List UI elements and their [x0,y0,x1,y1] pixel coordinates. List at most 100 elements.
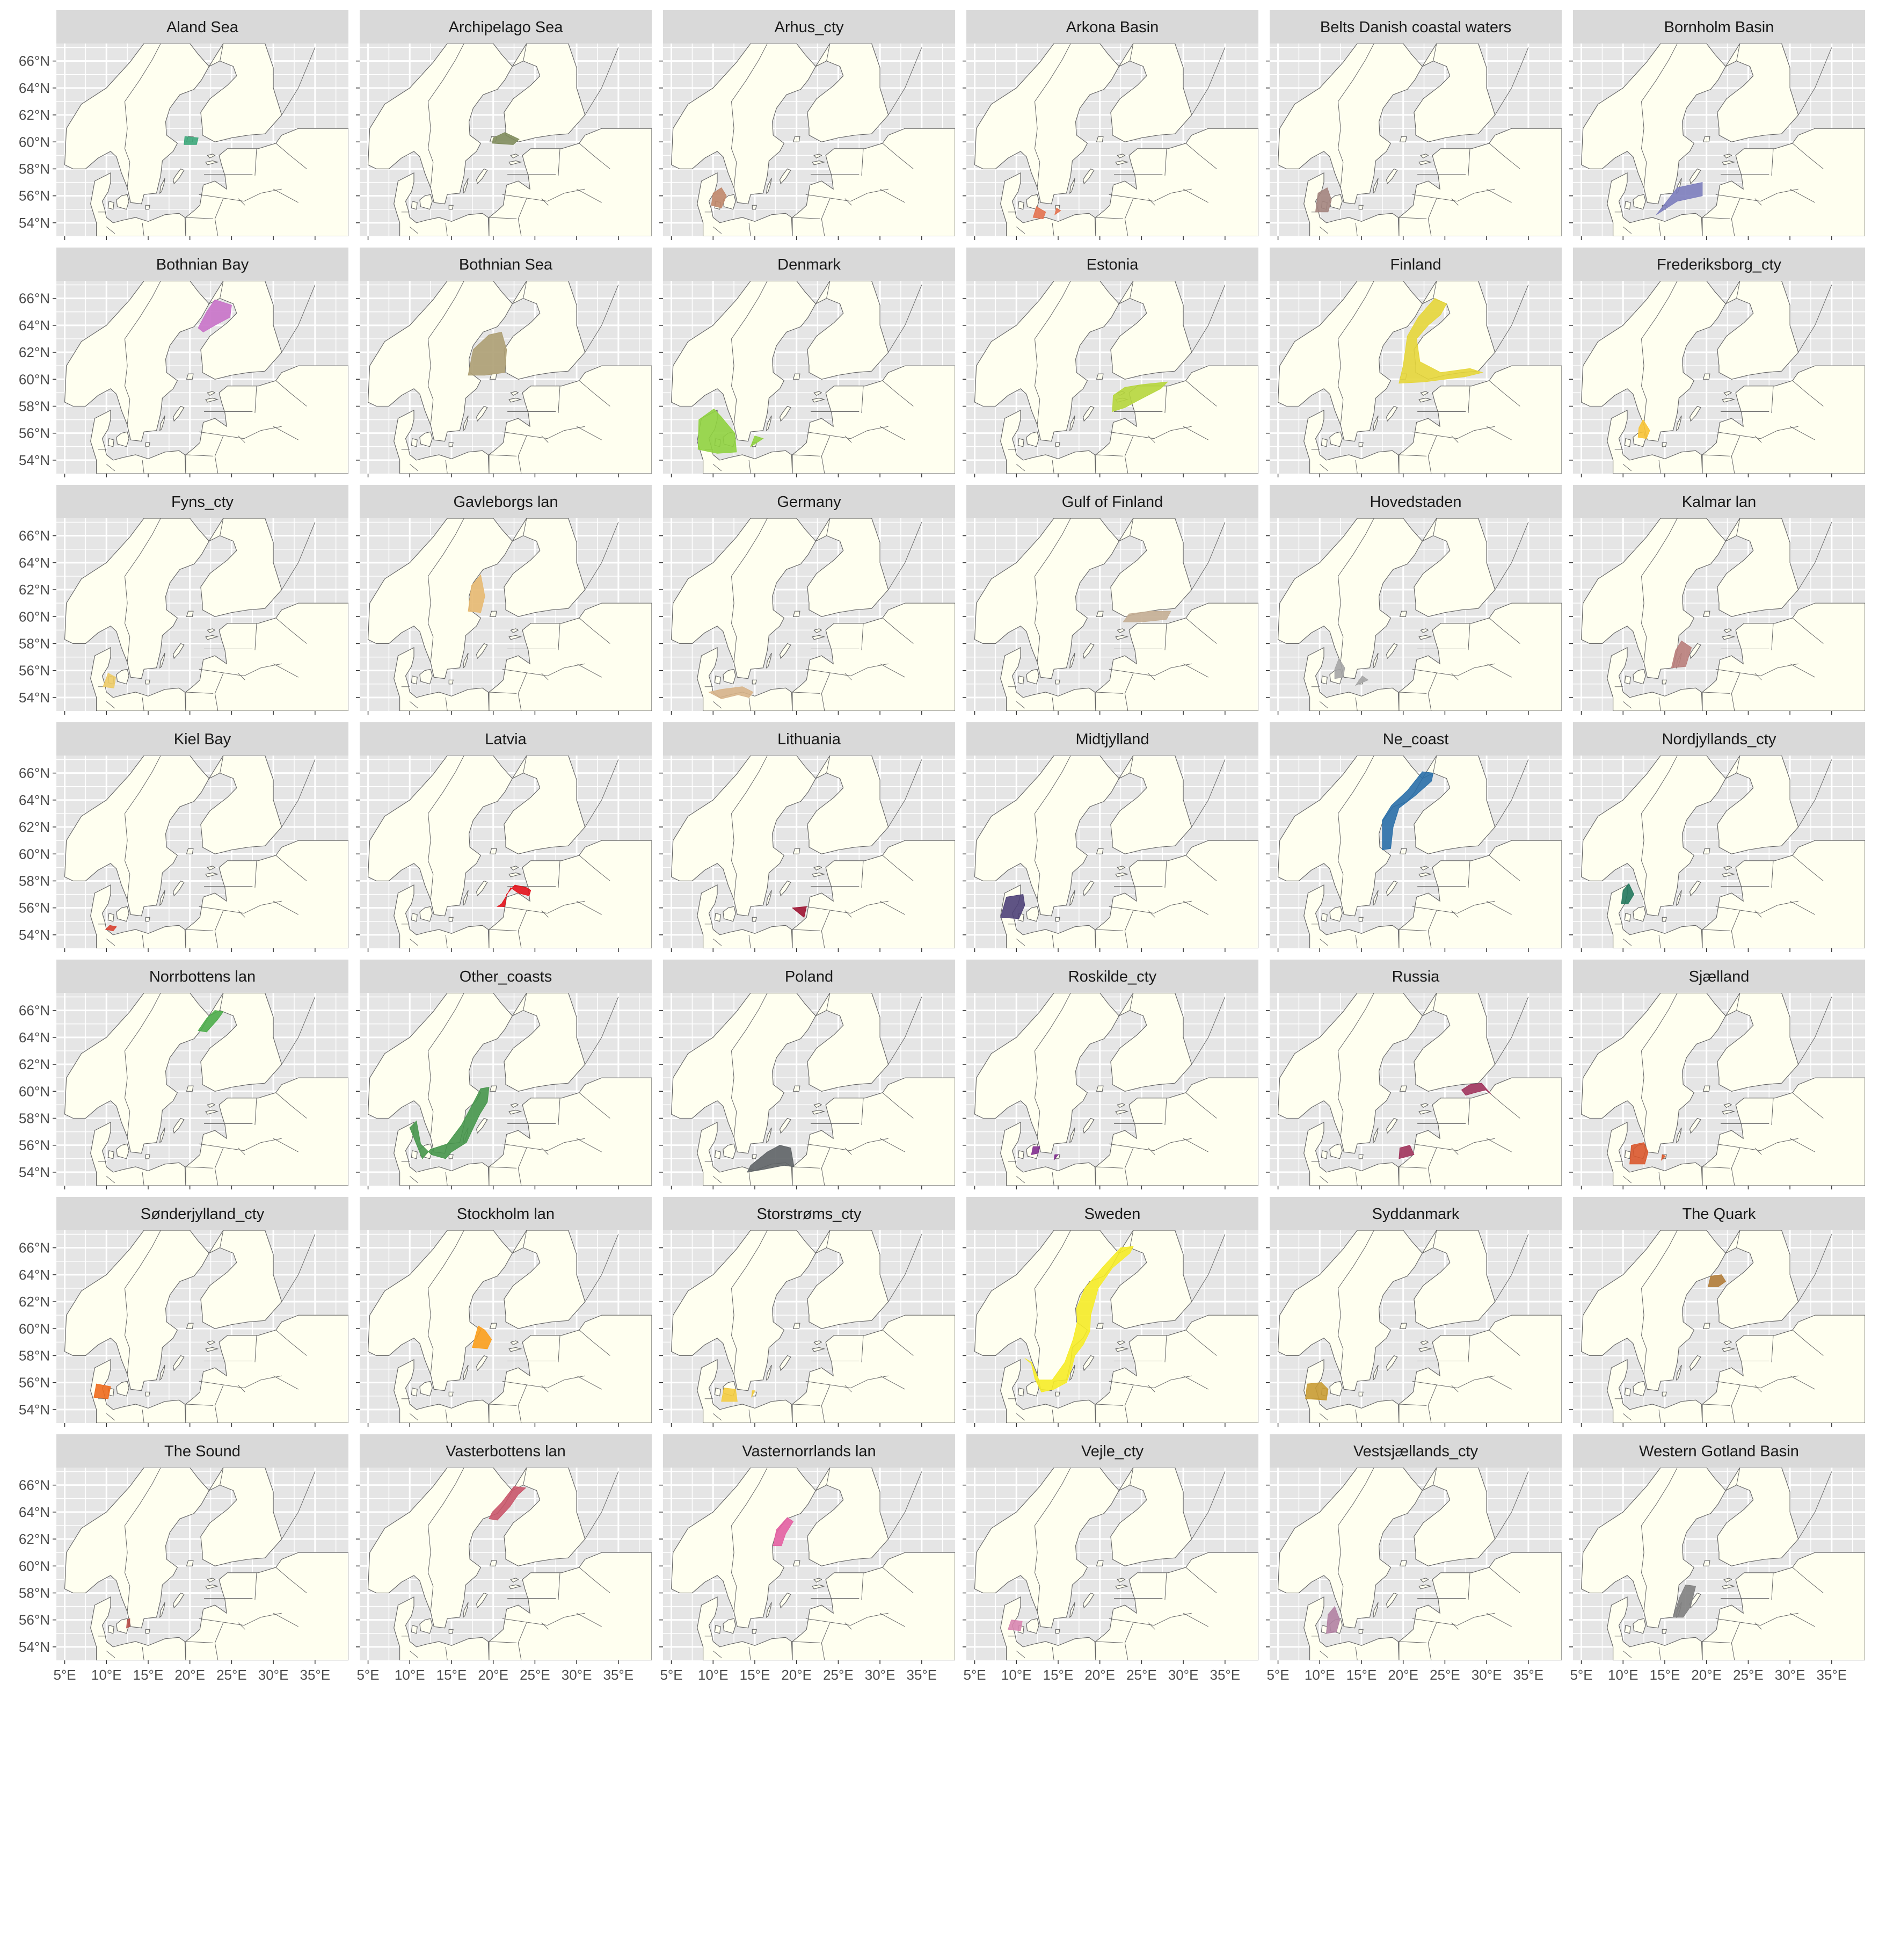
land-polygon [200,993,282,1092]
country-border [1337,43,1374,188]
island [714,675,721,685]
island [1662,442,1667,447]
x-tick-label: 20°E [1691,1667,1722,1683]
island [207,1340,216,1346]
country-border [214,1168,223,1186]
country-border [791,929,820,931]
highlight-region [492,132,520,145]
map-panel: Germany [659,485,955,715]
facet-label: Lithuania [777,731,841,748]
country-border [576,901,602,915]
island [508,1584,522,1589]
island [714,1624,721,1634]
island [448,679,454,685]
country-border [821,931,830,948]
land-polygon [394,1359,490,1423]
island [1676,890,1682,906]
highlight-region [1334,657,1345,679]
country-border [1016,1176,1025,1184]
country-border [791,1404,820,1406]
land-polygon [1277,281,1423,442]
country-border [1798,1234,1832,1302]
country-border [585,1234,619,1302]
country-border [558,1572,560,1600]
y-tick-label: 54°N [19,215,50,231]
country-border [185,1404,214,1406]
island [1082,1117,1095,1134]
country-border [1355,1646,1358,1660]
country-border [1771,1335,1774,1363]
country-border [214,931,223,948]
island [1358,442,1364,447]
country-border [1489,618,1520,644]
country-border [523,1468,527,1485]
island [1624,1624,1631,1634]
island [1624,912,1631,922]
country-border [826,518,831,536]
country-border [124,756,161,900]
land-polygon [1110,1230,1192,1329]
y-tick-label: 60°N [19,608,50,625]
island [145,917,150,922]
facet-label: Hovedstaden [1370,493,1462,511]
facet-strip [56,960,348,993]
country-border [502,906,548,914]
panel-map [360,1468,652,1660]
y-tick-label: 66°N [19,1240,50,1256]
country-border [1451,1622,1459,1630]
country-border [1319,701,1329,709]
facet-strip [966,10,1258,43]
island [1017,1387,1024,1397]
country-border [1771,148,1774,176]
country-border [106,464,115,471]
country-border [220,1468,224,1485]
map-panel: Sweden [963,1197,1258,1427]
country-border [1641,1230,1678,1375]
island [1722,160,1736,165]
country-border [1355,222,1358,236]
facet-label: Roskilde_cty [1068,968,1157,985]
country-border [821,1168,830,1186]
country-border [1154,901,1192,914]
country-border [106,939,115,946]
panel-map [663,993,955,1186]
island [1702,848,1710,854]
land-polygon [974,518,1120,679]
facet-strip [966,248,1258,281]
y-tick-label: 58°N [19,398,50,414]
country-border [1736,518,1740,536]
facet-strip [663,248,955,281]
y-tick-label: 64°N [19,792,50,808]
country-border [518,1168,527,1186]
country-border [1428,435,1437,456]
map-panel: Lithuania [659,722,955,952]
country-border [199,1381,244,1389]
island [1082,405,1095,422]
country-border [1489,143,1520,169]
island [1702,1323,1710,1329]
country-border [1154,188,1192,202]
highlight-region [489,1486,527,1521]
country-border [1124,456,1133,474]
country-border [1754,1622,1762,1630]
map-panel: Bothnian Bay 54°N 56°N 58°N 60°N 62°N 64°N 66°N [19,248,348,477]
island [1418,872,1432,877]
highlight-region [468,331,507,376]
country-border [1337,756,1374,900]
x-tick-label: 15°E [436,1667,467,1683]
country-border [488,454,517,456]
island [411,1150,418,1159]
country-border [1095,1641,1124,1643]
island [172,1117,185,1134]
highlight-region [1354,676,1369,686]
country-border [199,1618,244,1626]
y-tick-label: 54°N [19,1402,50,1418]
country-border [1412,669,1458,677]
country-border [1095,454,1124,456]
country-border [1428,673,1437,694]
country-border [214,456,223,474]
country-border [1428,1405,1437,1423]
country-border [576,663,602,678]
facet-strip [1573,248,1865,281]
country-border [1183,901,1208,915]
